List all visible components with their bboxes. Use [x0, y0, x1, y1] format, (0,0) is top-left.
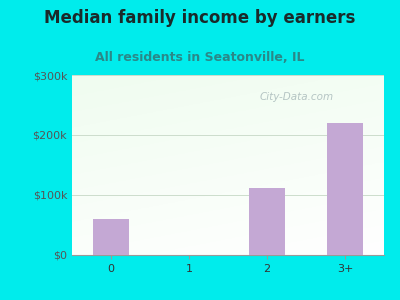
- Bar: [328, 123, 362, 255]
- Text: All residents in Seatonville, IL: All residents in Seatonville, IL: [95, 51, 305, 64]
- Bar: [250, 188, 284, 255]
- Text: City-Data.com: City-Data.com: [259, 92, 333, 102]
- Text: Median family income by earners: Median family income by earners: [44, 9, 356, 27]
- Bar: [94, 219, 128, 255]
